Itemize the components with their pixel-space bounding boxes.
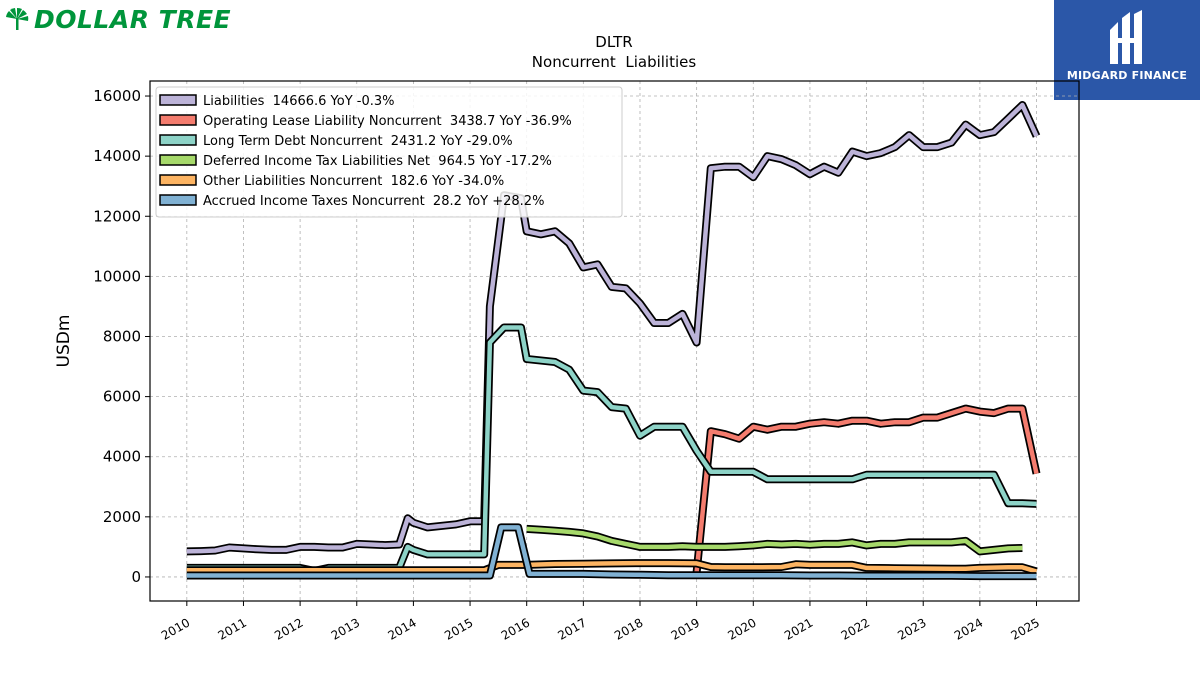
y-tick-label: 16000 [93,87,141,105]
x-tick-label: 2022 [839,615,872,642]
x-tick-label: 2021 [782,615,815,642]
y-tick-label: 10000 [93,267,141,285]
legend-swatch [159,174,197,186]
series-line [186,325,1037,574]
legend-entry: Other Liabilities Noncurrent 182.6 YoY -… [203,174,504,189]
dollar-tree-wordmark: DOLLAR TREE [34,4,232,34]
legend-swatch [159,194,197,206]
legend-entry: Operating Lease Liability Noncurrent 343… [203,114,572,129]
legend-box [155,86,623,218]
x-tick-label: 2023 [895,615,928,642]
x-ticks: 2010 2011 2012 2013 2014 2015 2016 2017 2018 2019… [159,601,1042,643]
x-tick-label: 2014 [385,615,418,642]
legend-entry: Deferred Income Tax Liabilities Net 964.… [203,154,552,169]
y-tick-label: 4000 [103,448,141,466]
y-tick-label: 8000 [103,327,141,345]
series-outline [186,323,1037,575]
series-line [694,406,1039,573]
x-tick-label: 2012 [272,615,305,642]
legend-swatch [159,154,197,166]
x-tick-label: 2013 [329,615,362,642]
plot-frame [149,80,1080,602]
x-tick-label: 2010 [159,615,192,642]
y-axis-label: USDm [54,315,74,368]
x-tick-label: 2020 [725,615,758,642]
legend: Liabilities 14666.6 YoY -0.3% Operating L… [155,86,623,218]
x-tick-label: 2017 [555,615,588,642]
series-line [186,560,1038,574]
midgard-finance-logo: MIDGARD FINANCE [1054,0,1200,100]
legend-entry: Liabilities 14666.6 YoY -0.3% [203,94,395,109]
midgard-mark-icon [1110,10,1142,64]
x-tick-label: 2011 [216,615,249,642]
y-ticks: 0 2000 4000 6000 8000 10000 12000 14000 16000 [93,87,150,586]
legend-swatch [159,134,197,146]
x-tick-label: 2018 [612,615,645,642]
legend-entry: Accrued Income Taxes Noncurrent 28.2 YoY… [203,194,544,209]
y-tick-label: 6000 [103,388,141,406]
x-tick-label: 2016 [499,615,532,642]
dollar-tree-logo: DOLLAR TREE [4,4,231,34]
series-line [186,102,1039,554]
x-tick-label: 2024 [952,615,985,642]
y-tick-label: 2000 [103,508,141,526]
series-line [526,526,1023,554]
y-tick-label: 0 [131,568,141,586]
chart-subtitle: Noncurrent Liabilities [532,53,697,71]
chart-title: DLTR [595,33,632,51]
y-tick-label: 12000 [93,207,141,225]
midgard-finance-wordmark: MIDGARD FINANCE [1066,69,1188,82]
series-line [186,525,1037,579]
x-tick-label: 2015 [442,615,475,642]
y-tick-label: 14000 [93,147,141,165]
legend-swatch [159,114,197,126]
tree-icon [6,7,29,30]
legend-swatch [159,94,197,106]
series-lines [186,101,1041,581]
legend-entry: Long Term Debt Noncurrent 2431.2 YoY -29… [203,134,513,149]
x-tick-label: 2019 [669,615,702,642]
x-tick-label: 2025 [1009,615,1042,642]
